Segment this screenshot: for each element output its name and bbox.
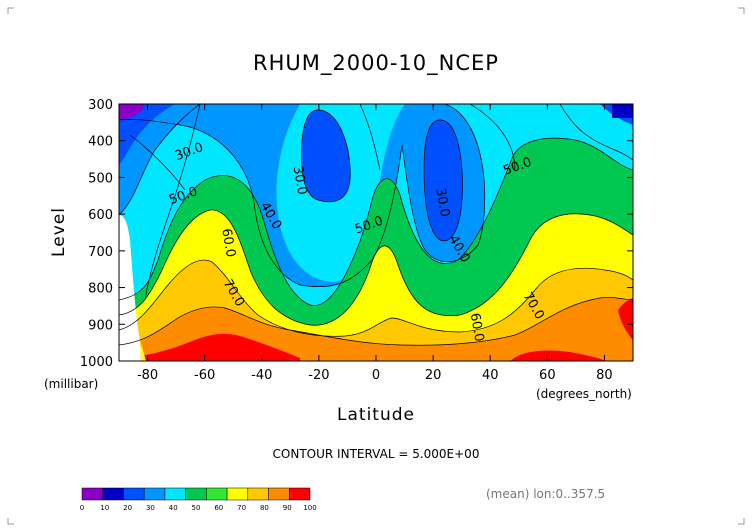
colorbar-tick-label: 30 bbox=[146, 504, 155, 512]
mean-info-text: (mean) lon:0..357.5 bbox=[486, 487, 605, 501]
colorbar-tick-label: 0 bbox=[80, 504, 84, 512]
contour-interval-text: CONTOUR INTERVAL = 5.000E+00 bbox=[273, 447, 480, 461]
colorbar-swatch bbox=[247, 487, 269, 501]
y-tick-label: 900 bbox=[88, 318, 113, 333]
band-10-20-right bbox=[612, 104, 633, 118]
y-units-label: (millibar) bbox=[44, 377, 98, 391]
colorbar-tick-label: 60 bbox=[214, 504, 223, 512]
x-tick-label: 80 bbox=[596, 368, 613, 383]
contour-value-label: 30.0 bbox=[290, 165, 310, 196]
y-axis-label: Level bbox=[49, 207, 69, 257]
band-20-30-a bbox=[301, 110, 351, 202]
x-tick-label: -80 bbox=[137, 368, 158, 383]
colorbar-tick-label: 100 bbox=[303, 504, 316, 512]
colorbar-tick-label: 50 bbox=[192, 504, 201, 512]
x-tick-label: 20 bbox=[425, 368, 442, 383]
colorbar-tick-label: 70 bbox=[237, 504, 246, 512]
x-tick-label: 0 bbox=[372, 368, 380, 383]
band-90-100-c bbox=[618, 298, 633, 340]
colorbar-tick-label: 80 bbox=[260, 504, 269, 512]
colorbar-swatch bbox=[102, 487, 124, 501]
x-tick-label: -20 bbox=[308, 368, 329, 383]
band-0-10 bbox=[119, 104, 145, 120]
colorbar-swatch bbox=[206, 487, 228, 501]
colorbar-swatch bbox=[143, 487, 166, 501]
plot-area: 30.030.040.050.060.070.050.030.040.050.0… bbox=[118, 103, 634, 362]
band-30-40 bbox=[119, 104, 485, 287]
colorbar: 0 10 20 30 40 50 60 70 80 90 100 bbox=[80, 487, 317, 512]
x-axis-label: Latitude bbox=[337, 405, 415, 425]
colorbar-tick-label: 10 bbox=[100, 504, 109, 512]
chart-title: RHUM_2000-10_NCEP bbox=[253, 51, 499, 76]
y-tick-label: 1000 bbox=[80, 355, 113, 370]
colorbar-tick-label: 90 bbox=[283, 504, 292, 512]
colorbar-swatch bbox=[268, 487, 290, 501]
contour-value-label: 60.0 bbox=[467, 312, 487, 343]
x-tick-label: -60 bbox=[194, 368, 215, 383]
y-axis: 300 400 500 600 700 800 900 1000 bbox=[80, 98, 633, 370]
x-tick-label: 60 bbox=[539, 368, 556, 383]
y-tick-label: 700 bbox=[88, 245, 113, 260]
colorbar-tick-label: 40 bbox=[169, 504, 178, 512]
contour-lines bbox=[119, 104, 633, 346]
colorbar-swatch bbox=[289, 487, 311, 501]
colorbar-swatch bbox=[123, 487, 145, 501]
contour-value-label: 60.0 bbox=[218, 227, 238, 258]
y-tick-label: 300 bbox=[88, 98, 113, 113]
y-tick-label: 800 bbox=[88, 282, 113, 297]
band-20-30-b bbox=[424, 120, 463, 241]
band-90-100 bbox=[119, 333, 300, 361]
x-tick-label: 40 bbox=[482, 368, 499, 383]
contour-value-label: 30.0 bbox=[432, 187, 452, 218]
y-tick-label: 500 bbox=[88, 171, 113, 186]
colorbar-swatch bbox=[81, 487, 103, 501]
contour-labels: 30.030.040.050.060.070.050.030.040.050.0… bbox=[167, 140, 547, 343]
colorbar-swatch bbox=[185, 487, 207, 501]
x-units-label: (degrees_north) bbox=[536, 387, 632, 401]
y-tick-label: 400 bbox=[88, 135, 113, 150]
corner-marks bbox=[7, 7, 745, 525]
x-tick-label: -40 bbox=[251, 368, 272, 383]
band-90-100-b bbox=[510, 350, 605, 361]
colorbar-tick-label: 20 bbox=[123, 504, 132, 512]
x-axis: -80 -60 -40 -20 0 20 40 60 80 bbox=[137, 104, 613, 383]
colorbar-swatch bbox=[164, 487, 186, 501]
y-tick-label: 600 bbox=[88, 208, 113, 223]
colorbar-swatch bbox=[226, 487, 249, 501]
